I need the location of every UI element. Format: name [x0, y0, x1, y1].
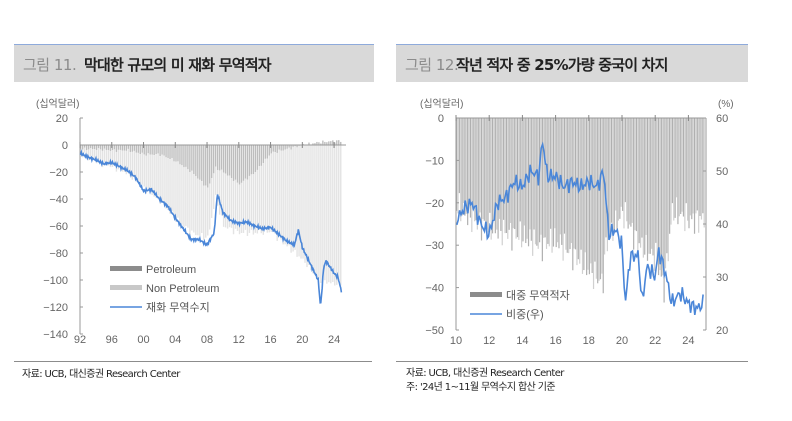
figure-11-label: 그림 11.: [23, 56, 77, 74]
svg-text:−80: −80: [49, 248, 68, 260]
legend-swatch-petroleum: [110, 266, 142, 271]
figure-12-share-line: [456, 141, 704, 316]
legend-swatch-china-deficit: [470, 292, 502, 297]
svg-text:16: 16: [549, 335, 561, 347]
svg-text:10: 10: [450, 335, 462, 347]
svg-text:0: 0: [62, 140, 68, 152]
figure-12-header: 그림 12. 작년 적자 중 25%가량 중국이 차지: [396, 44, 748, 82]
figure-12-chart: (십억달러) (%) 0 −10 −20 −30 −40 −50 60 50 40 30 20 10 1…: [420, 98, 734, 347]
svg-text:18: 18: [583, 335, 595, 347]
svg-text:30: 30: [716, 272, 728, 284]
figure-11-divider: [14, 361, 372, 362]
figure-12-unit-right: (%): [718, 99, 734, 110]
figure-11-unit-label: (십억달러): [36, 98, 79, 110]
legend-label-share: 비중(우): [506, 308, 544, 321]
figure-11-bars: [80, 140, 342, 286]
svg-text:50: 50: [716, 166, 728, 178]
svg-text:14: 14: [516, 335, 528, 347]
svg-text:96: 96: [106, 334, 118, 346]
svg-text:04: 04: [169, 334, 181, 346]
svg-text:12: 12: [233, 334, 245, 346]
legend-swatch-non-petroleum: [110, 285, 142, 290]
svg-text:08: 08: [201, 334, 213, 346]
figure-12-label: 그림 12.: [405, 56, 459, 74]
svg-text:−10: −10: [425, 155, 444, 167]
svg-text:60: 60: [716, 113, 728, 125]
svg-text:40: 40: [716, 219, 728, 231]
figure-12-bars: [456, 118, 705, 303]
svg-text:24: 24: [682, 335, 694, 347]
figure-12-source: 자료: UCB, 대신증권 Research Center: [406, 368, 564, 379]
figure-12-unit-left: (십억달러): [420, 98, 463, 110]
legend-label-trade-balance: 재화 무역수지: [146, 301, 210, 314]
figure-11-legend: Petroleum Non Petroleum 재화 무역수지: [110, 264, 219, 314]
svg-text:−60: −60: [49, 221, 68, 233]
svg-text:22: 22: [649, 335, 661, 347]
figure-11-header: 그림 11. 막대한 규모의 미 재화 무역적자: [14, 44, 374, 82]
figure-12-divider: [396, 361, 748, 362]
svg-text:12: 12: [483, 335, 495, 347]
figure-11-source: 자료: UCB, 대신증권 Research Center: [22, 369, 180, 380]
svg-text:20: 20: [56, 113, 68, 125]
svg-text:24: 24: [328, 334, 340, 346]
svg-text:−20: −20: [49, 167, 68, 179]
svg-text:−50: −50: [425, 325, 444, 337]
legend-label-petroleum: Petroleum: [146, 264, 196, 276]
svg-text:16: 16: [264, 334, 276, 346]
figure-12-note: 주: '24년 1~11월 무역수지 합산 기준: [406, 382, 556, 393]
figure-12-title: 작년 적자 중 25%가량 중국이 차지: [456, 56, 668, 74]
svg-text:−30: −30: [425, 240, 444, 252]
legend-label-china-deficit: 대중 무역적자: [506, 289, 570, 302]
svg-text:20: 20: [616, 335, 628, 347]
svg-text:−40: −40: [49, 194, 68, 206]
figure-11-chart: (십억달러) 20 0 −20 −40 −60 −80 −100 −120 −140 92 96 00…: [36, 98, 346, 346]
figure-11-trade-balance-line: [79, 148, 343, 304]
figure-11-title: 막대한 규모의 미 재화 무역적자: [84, 56, 272, 74]
svg-text:20: 20: [296, 334, 308, 346]
svg-text:0: 0: [438, 113, 444, 125]
svg-text:20: 20: [716, 325, 728, 337]
svg-text:−100: −100: [43, 275, 68, 287]
svg-text:92: 92: [74, 334, 86, 346]
svg-text:−120: −120: [43, 302, 68, 314]
svg-text:−20: −20: [425, 198, 444, 210]
svg-text:−140: −140: [43, 329, 68, 341]
legend-label-non-petroleum: Non Petroleum: [146, 283, 219, 295]
figure-12-legend: 대중 무역적자 비중(우): [470, 289, 570, 321]
svg-text:−40: −40: [425, 283, 444, 295]
figure-12-axes: 0 −10 −20 −30 −40 −50 60 50 40 30 20 10 12 14 16 18 20 22…: [425, 113, 728, 347]
svg-text:00: 00: [137, 334, 149, 346]
